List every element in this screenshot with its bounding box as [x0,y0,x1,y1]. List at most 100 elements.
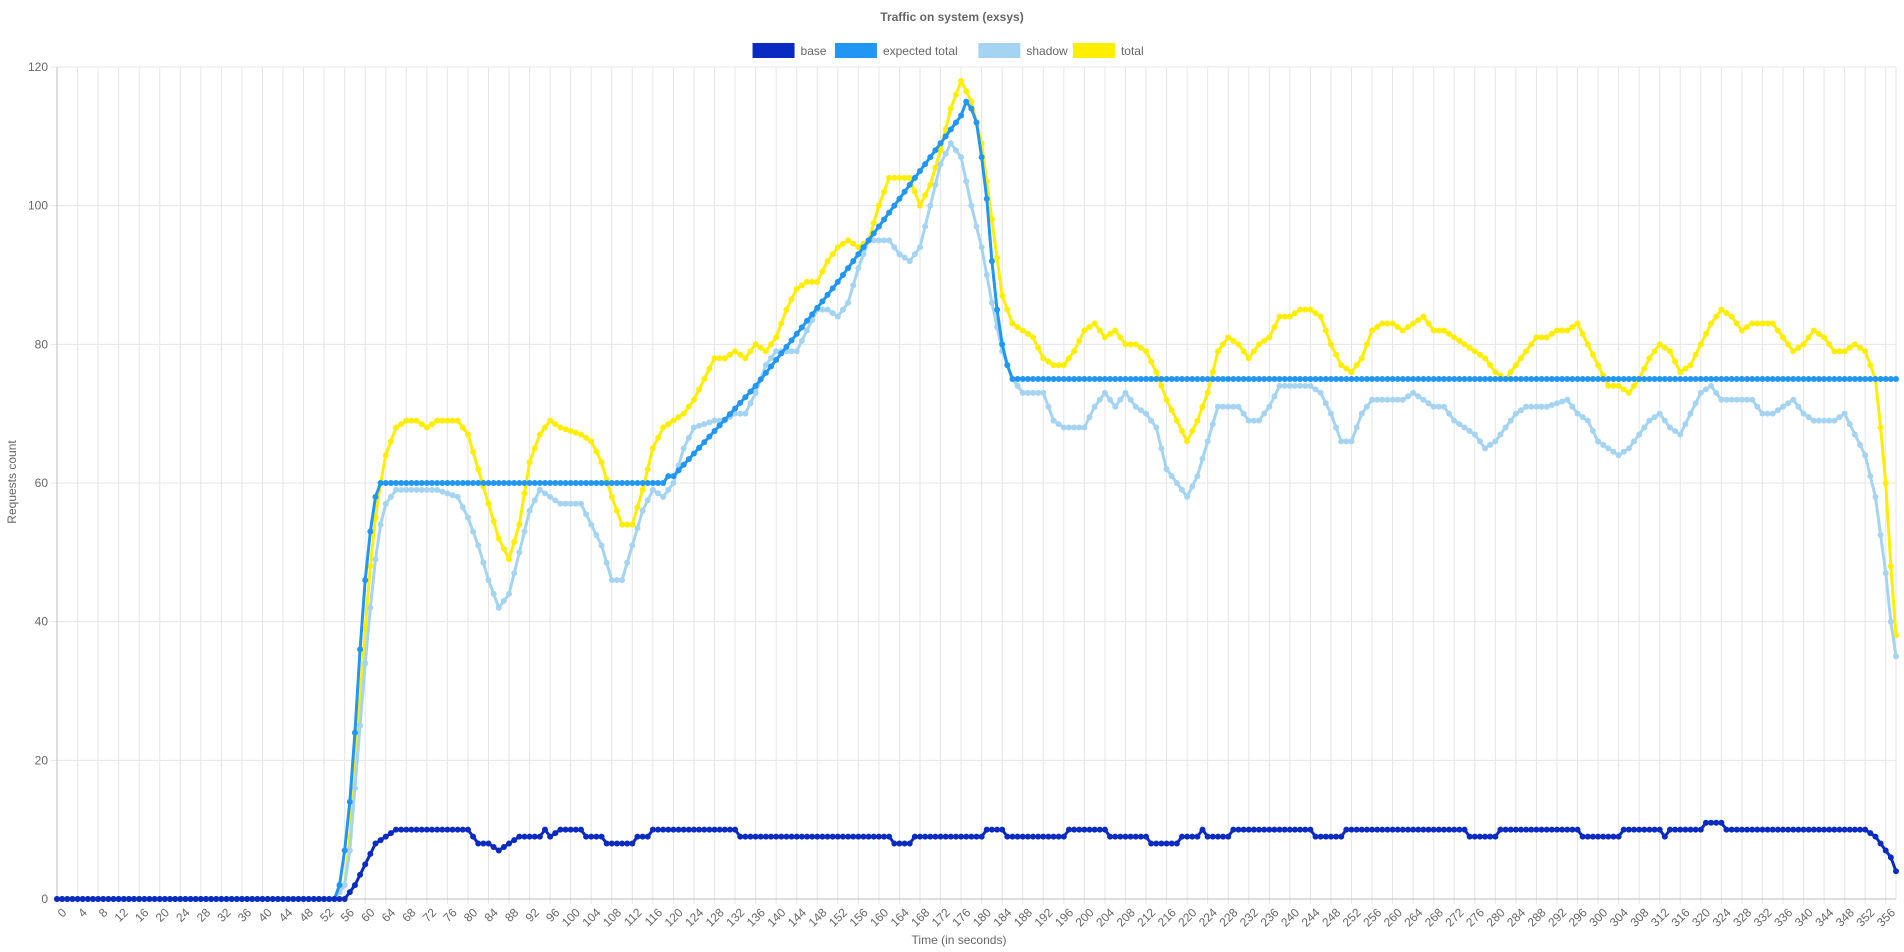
data-point [1795,344,1802,351]
data-point [506,556,513,563]
data-point [768,341,775,348]
data-point [1291,826,1298,833]
data-point [1158,376,1165,382]
data-point [326,896,333,902]
data-point [850,282,857,289]
data-point [1004,833,1011,840]
data-point [1471,348,1478,355]
data-point [958,77,965,84]
data-point [963,88,970,95]
data-point [547,417,554,424]
data-point [1564,376,1571,382]
data-point [444,480,451,486]
data-point [228,896,235,902]
legend-label: expected total [883,44,958,58]
data-point [403,826,410,833]
legend-item-shadow[interactable]: shadow [978,43,1068,58]
data-point [1168,473,1175,480]
data-point [310,896,317,902]
data-point [1030,334,1037,341]
data-point [351,729,358,736]
data-point [896,251,903,258]
data-point [1887,618,1894,625]
data-point [911,833,918,840]
data-point [1836,826,1843,833]
data-point [1548,330,1555,337]
data-point [1091,320,1098,327]
data-point [1245,417,1252,424]
data-point [1065,424,1072,431]
data-point [809,833,816,840]
x-tick-label: 32 [214,905,234,925]
data-point [994,306,1001,313]
data-point [613,577,620,584]
data-point [870,230,877,237]
axes: 0 4 8 12 16 20 24 28 32 36 40 44 48 52 56 60 64 68 72 76 80 8… [28,60,1898,930]
data-point [475,542,482,549]
data-point [1774,376,1781,382]
data-point [1261,826,1268,833]
data-point [1317,313,1324,320]
data-point [845,237,852,244]
data-point [1168,840,1175,847]
data-point [1815,376,1822,382]
data-point [403,480,410,486]
data-point [1384,320,1391,327]
data-point [1291,310,1298,317]
data-point [1071,424,1078,431]
data-point [1158,445,1165,452]
data-point [1256,826,1263,833]
legend-item-expected-total[interactable]: expected total [834,43,958,58]
data-point [1893,376,1899,382]
data-point [675,826,682,833]
data-point [896,840,903,847]
data-point [1836,348,1843,355]
data-point [649,445,656,452]
data-point [696,444,703,451]
data-point [485,480,492,486]
data-point [1790,396,1797,403]
data-point [1327,376,1334,382]
data-point [1456,337,1463,344]
data-point [408,486,415,493]
data-point [701,439,708,446]
data-point [1769,826,1776,833]
x-tick-label: 216 [1155,905,1179,929]
data-point [1374,826,1381,833]
y-tick-label: 0 [41,892,48,906]
x-tick-label: 104 [580,905,604,929]
data-point [947,126,954,133]
data-point [341,882,348,889]
data-point [1512,410,1519,417]
data-point [1733,826,1740,833]
data-point [732,826,739,833]
data-point [1214,833,1221,840]
data-point [860,833,867,840]
data-point [593,480,600,486]
data-point [685,434,692,441]
data-point [470,528,477,535]
data-point [1399,376,1406,382]
data-point [1553,376,1560,382]
data-point [711,417,718,424]
legend[interactable]: base expected total shadow total [752,43,1144,58]
data-point [1574,410,1581,417]
legend-item-base[interactable]: base [752,43,827,58]
data-point [752,341,759,348]
data-point [315,896,322,902]
data-point [1728,826,1735,833]
data-point [531,480,538,486]
data-point [901,174,908,181]
data-point [1538,403,1545,410]
legend-item-total[interactable]: total [1072,43,1144,58]
data-point [280,896,287,902]
data-point [1425,826,1432,833]
data-point [968,833,975,840]
data-point [398,486,405,493]
data-point [1785,376,1792,382]
data-point [1492,833,1499,840]
data-point [1307,376,1314,382]
data-point [1153,369,1160,376]
data-point [1302,306,1309,313]
data-point [1487,376,1494,382]
